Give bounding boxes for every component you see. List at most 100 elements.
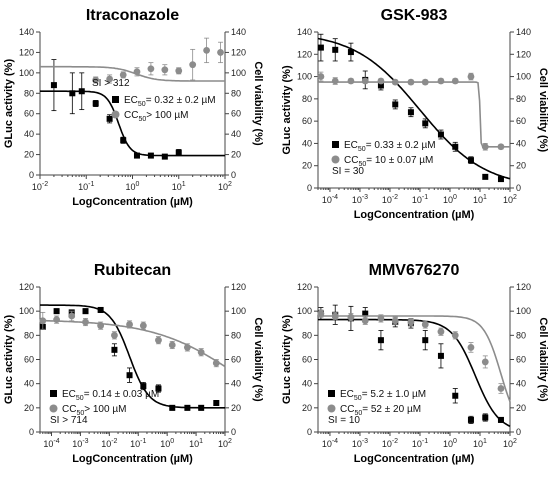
data-point-circle [331,77,339,85]
data-point-square [161,153,168,160]
data-point-square [482,173,489,180]
y-tick-label: 120 [19,282,34,292]
y-tick-label: 120 [19,47,34,57]
selectivity-index: SI = 30 [332,166,364,177]
data-point-square [126,372,133,379]
y2-tick-label: 120 [231,282,246,292]
y-tick-label: 100 [297,72,312,82]
y2-axis-label: Cell viability (%) [537,68,549,153]
data-point-circle [391,78,399,86]
legend-square-marker [328,390,335,397]
y2-tick-label: 40 [516,138,526,148]
data-point-square [437,131,444,138]
x-tick-label: 10-1 [78,181,94,192]
data-point-circle [183,344,191,351]
data-point-circle [497,143,505,151]
selectivity-index: SI = 10 [328,415,360,426]
y2-axis-label: Cell viability (%) [252,317,264,402]
data-point-circle [391,317,399,325]
data-point-circle [197,348,205,356]
legend-label: CC50= 10 ± 0.07 µM [344,155,433,168]
data-point-square [175,149,182,156]
chart-panel-4: MMV676270 0 20 40 60 80 100 120 0 20 40 60 80 100 120 1… [281,262,549,465]
y-tick-label: 40 [24,129,34,139]
x-tick-label: 102 [218,181,232,192]
data-point-circle [347,77,355,85]
y-tick-label: 20 [302,161,312,171]
x-tick-label: 101 [473,194,487,205]
x-tick-label: 10-3 [72,438,88,449]
x-tick-label: 10-2 [382,438,398,449]
series-gluc-activity [40,59,225,160]
data-point-square [347,49,354,56]
data-point-square [497,416,504,423]
y2-tick-label: 0 [516,427,521,437]
data-point-square [213,400,220,406]
data-point-circle [212,359,220,367]
data-point-square [332,46,339,53]
y-tick-label: 40 [24,379,34,389]
legend-circle-marker [49,404,58,413]
y-tick-label: 60 [302,355,312,365]
data-point-square [106,115,113,122]
x-tick-label: 10-2 [382,194,398,205]
x-tick-label: 100 [443,194,457,205]
y-tick-label: 40 [302,379,312,389]
y2-tick-label: 100 [516,306,531,316]
data-point-circle [437,328,445,336]
x-tick-label: 10-1 [412,438,428,449]
data-point-circle [119,71,127,79]
x-tick-label: 102 [218,438,232,449]
y2-tick-label: 120 [231,47,246,57]
data-point-circle [203,46,210,54]
data-point-square [78,88,85,95]
data-point-circle [147,65,155,73]
y-tick-label: 60 [24,355,34,365]
legend-label: CC50= 52 ± 20 µM [340,404,421,417]
data-point-square [497,176,504,183]
data-point-square [155,385,162,392]
x-tick-label: 10-4 [322,194,338,205]
y2-tick-label: 40 [231,129,241,139]
x-tick-label: 10-1 [412,194,428,205]
data-point-square [317,44,324,51]
y-tick-label: 0 [307,427,312,437]
y-tick-label: 20 [24,150,34,160]
legend-label: CC50> 100 µM [124,110,188,123]
data-point-circle [92,76,100,84]
y-tick-label: 120 [297,282,312,292]
data-point-circle [481,358,489,366]
y-tick-label: 40 [302,138,312,148]
data-point-circle [421,78,429,86]
data-point-square [452,143,459,150]
data-point-circle [451,77,459,85]
data-point-square [467,157,474,164]
data-point-circle [317,310,325,317]
chart-title: Itraconazole [86,7,179,24]
x-axis-label: LogConcentration (µM) [72,196,193,208]
y2-tick-label: 80 [516,330,526,340]
series-cell-viability [317,71,510,151]
series-cell-viability [317,309,511,402]
y2-tick-label: 120 [516,49,531,59]
data-point-circle [161,66,169,74]
x-tick-label: 10-3 [352,438,368,449]
data-point-circle [421,321,429,328]
y-tick-label: 60 [24,109,34,119]
x-tick-label: 10-2 [101,438,117,449]
legend-square-marker [332,141,339,148]
data-point-square [198,404,205,411]
data-point-square [133,152,140,159]
series-gluc-activity [317,33,511,183]
fit-curve [318,81,510,148]
data-point-circle [407,78,415,86]
fit-curve [40,319,226,368]
data-point-square [92,100,99,107]
y-tick-label: 0 [307,183,312,193]
y-tick-label: 100 [19,68,34,78]
data-point-circle [317,73,325,80]
data-point-circle [111,331,118,339]
y2-tick-label: 140 [231,27,246,37]
y2-tick-label: 100 [231,68,246,78]
legend-square-marker [112,96,119,103]
